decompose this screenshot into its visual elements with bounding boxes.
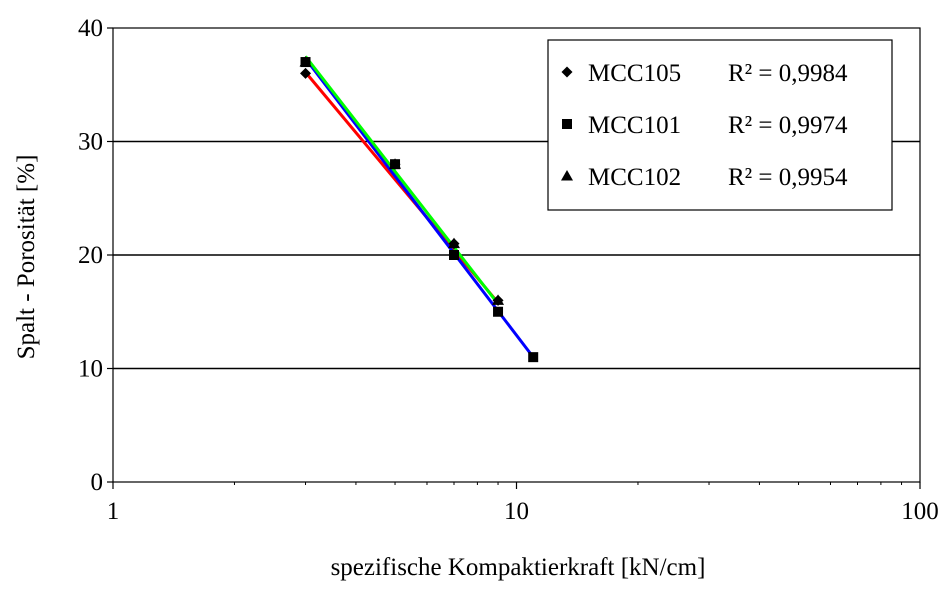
point-mcc105 (300, 67, 312, 79)
point-mcc102 (299, 56, 312, 67)
legend-r2-label: R² = 0,9984 (728, 60, 848, 87)
legend-series-name: MCC102 (588, 164, 681, 191)
legend-marker-mcc105 (561, 66, 573, 78)
point-mcc101 (493, 306, 504, 317)
trendline-mcc102 (304, 55, 500, 305)
point-mcc102 (492, 294, 505, 305)
legend-r2-label: R² = 0,9974 (728, 112, 848, 139)
y-tick-label: 30 (78, 129, 103, 156)
data-points (299, 56, 539, 363)
point-mcc101 (528, 352, 539, 363)
legend: MCC105 R² = 0,9984 MCC101 R² = 0,9974 MCC102… (547, 39, 893, 211)
legend-marker-mcc102 (561, 170, 573, 181)
x-axis-label: spezifische Kompaktierkraft [kN/cm] (331, 554, 706, 581)
tick-labels: 0 10 20 30 40 1 10 100 (78, 15, 939, 525)
x-tick-label: 100 (901, 498, 939, 525)
x-tick-label: 10 (504, 498, 529, 525)
y-tick-label: 20 (78, 242, 103, 269)
y-tick-label: 10 (78, 356, 103, 383)
y-tick-label: 0 (91, 469, 104, 496)
point-mcc102 (389, 158, 402, 169)
y-tick-label: 40 (78, 15, 103, 42)
point-mcc102 (447, 237, 460, 249)
y-axis-label: Spalt - Porosität [%] (13, 155, 40, 360)
axes (107, 27, 921, 489)
legend-r2-label: R² = 0,9954 (728, 164, 848, 191)
legend-marker-mcc101 (562, 119, 572, 129)
legend-box (547, 39, 893, 211)
point-mcc101 (448, 250, 459, 260)
legend-series-name: MCC101 (588, 112, 681, 139)
x-tick-label: 1 (107, 498, 120, 525)
legend-series-name: MCC105 (588, 60, 681, 87)
